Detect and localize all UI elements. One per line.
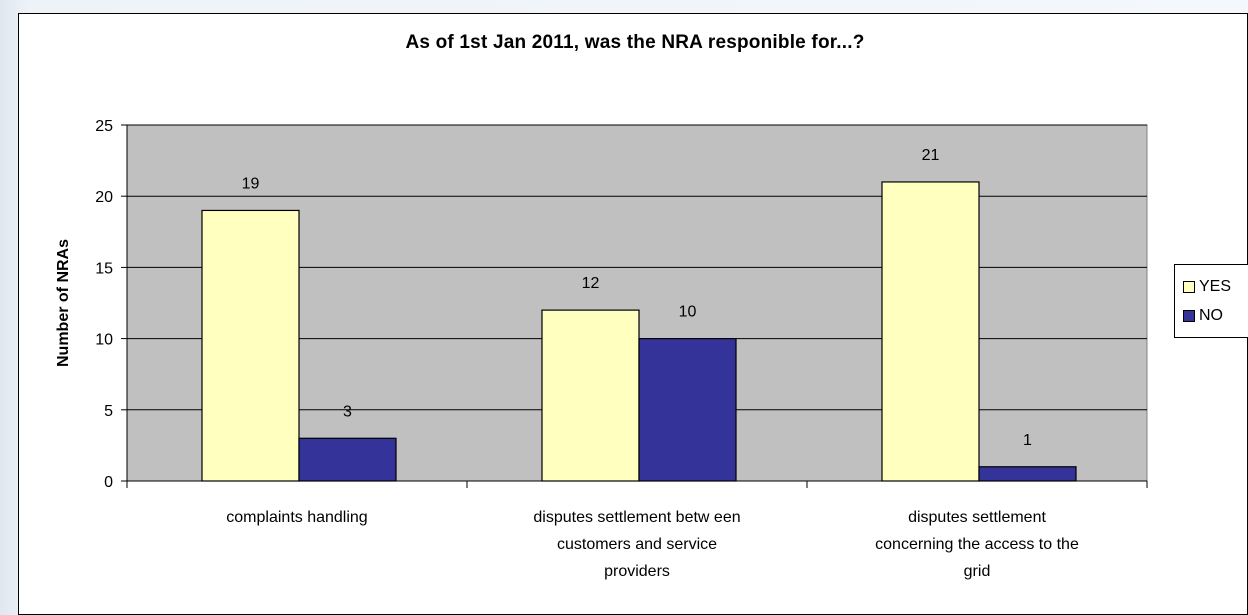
bar-no-2 xyxy=(978,466,1077,482)
y-tick-label: 10 xyxy=(95,332,113,349)
data-label: 12 xyxy=(582,275,600,292)
y-tick-label: 0 xyxy=(104,474,113,491)
y-tick-label: 15 xyxy=(95,260,113,277)
bar-yes-2 xyxy=(881,181,980,482)
x-category-labels: complaints handling disputes settlement b… xyxy=(226,509,1079,580)
y-tick-label: 5 xyxy=(104,403,113,420)
y-tick-labels: 0 5 10 15 20 25 xyxy=(95,118,127,491)
x-category-label: complaints handling xyxy=(226,509,367,526)
bar-no-1 xyxy=(638,338,737,482)
legend-item-no: NO xyxy=(1183,306,1223,326)
data-label: 10 xyxy=(679,304,697,321)
legend-label-yes: YES xyxy=(1199,278,1232,295)
legend-item-yes: YES xyxy=(1183,277,1231,297)
legend: YES NO xyxy=(1174,264,1248,338)
legend-swatch-no xyxy=(1183,310,1195,322)
data-label: 3 xyxy=(343,403,352,420)
axes xyxy=(126,125,1148,488)
bar-yes-1 xyxy=(541,309,640,482)
data-labels: 19 12 21 3 10 1 xyxy=(242,147,1032,449)
y-tick-label: 20 xyxy=(95,189,113,206)
y-tick-label: 25 xyxy=(95,118,113,135)
data-label: 21 xyxy=(922,147,940,164)
bar-yes-0 xyxy=(201,209,300,482)
x-category-label: disputes settlement betw een customers an… xyxy=(533,509,740,580)
legend-swatch-yes xyxy=(1183,281,1195,293)
legend-label-no: NO xyxy=(1199,307,1223,324)
data-label: 19 xyxy=(242,175,260,192)
chart-title: As of 1st Jan 2011, was the NRA responib… xyxy=(405,32,865,53)
x-category-label: disputes settlement concerning the access… xyxy=(875,509,1079,580)
bar-no-0 xyxy=(298,437,397,482)
bars xyxy=(201,181,1077,482)
y-axis-title: Number of NRAs xyxy=(55,239,72,367)
data-label: 1 xyxy=(1023,432,1032,449)
